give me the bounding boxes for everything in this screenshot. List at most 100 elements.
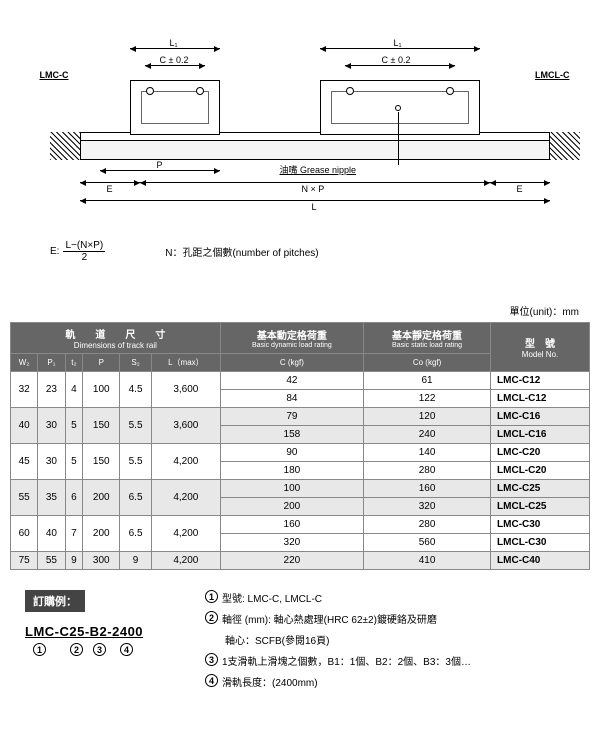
cell-co: 280 (364, 516, 491, 534)
cell-p1: 23 (38, 372, 65, 408)
formula-row: E: L−(N×P) 2 N：孔距之個數(number of pitches) (50, 240, 549, 263)
cell-t2: 5 (65, 444, 83, 480)
cell-c: 42 (220, 372, 363, 390)
cell-co: 61 (364, 372, 491, 390)
cell-c: 220 (220, 552, 363, 570)
cell-p: 100 (83, 372, 120, 408)
dim-e-left (80, 182, 140, 183)
cell-c: 100 (220, 480, 363, 498)
dim-c-left (145, 65, 205, 66)
technical-diagram: 油嘴 Grease nipple LMC-C LMCL-C L₁ C ± 0.2… (20, 10, 580, 210)
cell-lmax: 4,200 (152, 516, 221, 552)
header-dynamic-cn: 基本動定格荷重 (223, 327, 361, 342)
cell-t2: 5 (65, 408, 83, 444)
cell-co: 560 (364, 534, 491, 552)
col-s2: S₂ (120, 354, 152, 372)
cell-co: 320 (364, 498, 491, 516)
dim-e-right (490, 182, 550, 183)
nipple-label: 油嘴 Grease nipple (280, 163, 357, 176)
col-t2: t₂ (65, 354, 83, 372)
header-static-en: Basic static load rating (366, 342, 488, 349)
cell-p: 300 (83, 552, 120, 570)
cell-p1: 55 (38, 552, 65, 570)
cell-p: 150 (83, 444, 120, 480)
circ-4: 4 (120, 643, 133, 656)
cell-lmax: 3,600 (152, 372, 221, 408)
cell-model: LMCL-C30 (491, 534, 590, 552)
circ-2: 2 (70, 643, 83, 656)
formula-e: E: L−(N×P) 2 (50, 240, 105, 263)
table-row: 7555930094,200220410LMC-C40 (11, 552, 590, 570)
cell-t2: 9 (65, 552, 83, 570)
table-row: 322341004.53,6004261LMC-C12 (11, 372, 590, 390)
cell-lmax: 4,200 (152, 444, 221, 480)
header-rail: 軌 道 尺 寸 Dimensions of track rail (11, 323, 221, 354)
cell-p1: 30 (38, 444, 65, 480)
cell-w2: 60 (11, 516, 38, 552)
col-w2: W₂ (11, 354, 38, 372)
circ-3: 3 (93, 643, 106, 656)
cell-p: 200 (83, 516, 120, 552)
table-row: 553562006.54,200100160LMC-C25 (11, 480, 590, 498)
dim-l-label: L (310, 202, 319, 212)
cell-t2: 7 (65, 516, 83, 552)
note-1: 型號: LMC-C, LMCL-C (222, 590, 322, 605)
formula-e-label: E: (50, 246, 59, 257)
cell-c: 84 (220, 390, 363, 408)
table-row: 403051505.53,60079120LMC-C16 (11, 408, 590, 426)
cell-lmax: 4,200 (152, 480, 221, 516)
dim-e-right-label: E (515, 184, 525, 194)
cell-s2: 4.5 (120, 372, 152, 408)
table-row: 604072006.54,200160280LMC-C30 (11, 516, 590, 534)
dim-c-right (345, 65, 455, 66)
cell-p1: 35 (38, 480, 65, 516)
cell-model: LMC-C16 (491, 408, 590, 426)
block-lmc-c (130, 80, 220, 135)
cell-p1: 30 (38, 408, 65, 444)
order-nums: 1 2 3 4 (25, 643, 185, 656)
nipple-leader (398, 112, 399, 165)
cell-p1: 40 (38, 516, 65, 552)
note-2b: 軸心：SCFB(參閱16頁) (225, 632, 329, 647)
note-circ-1: 1 (205, 590, 218, 603)
formula-n-label: N：孔距之個數(number of pitches) (165, 244, 318, 259)
header-dynamic-en: Basic dynamic load rating (223, 342, 361, 349)
dim-l1-right-label: L₁ (392, 38, 404, 48)
cell-w2: 55 (11, 480, 38, 516)
cell-c: 320 (220, 534, 363, 552)
cell-model: LMCL-C16 (491, 426, 590, 444)
note-3: 1支滑軌上滑塊之個數，B1：1個、B2：2個、B3：3個… (222, 653, 471, 668)
formula-denominator: 2 (80, 252, 90, 263)
cell-p: 150 (83, 408, 120, 444)
cell-model: LMCL-C25 (491, 498, 590, 516)
col-c: C (kgf) (220, 354, 363, 372)
header-static: 基本靜定格荷重 Basic static load rating (364, 323, 491, 354)
cell-model: LMCL-C20 (491, 462, 590, 480)
cell-model: LMC-C40 (491, 552, 590, 570)
header-rail-en: Dimensions of track rail (13, 341, 218, 350)
cell-lmax: 4,200 (152, 552, 221, 570)
cell-s2: 5.5 (120, 444, 152, 480)
cell-co: 240 (364, 426, 491, 444)
cell-w2: 40 (11, 408, 38, 444)
cell-co: 280 (364, 462, 491, 480)
callout-lmcl-c: LMCL-C (535, 70, 570, 80)
cell-co: 160 (364, 480, 491, 498)
cell-co: 140 (364, 444, 491, 462)
cell-model: LMC-C12 (491, 372, 590, 390)
note-4: 滑軌長度：(2400mm) (222, 674, 318, 689)
formula-numerator: L−(N×P) (63, 240, 105, 252)
header-model: 型 號 Model No. (491, 323, 590, 372)
header-dynamic: 基本動定格荷重 Basic dynamic load rating (220, 323, 363, 354)
cell-c: 180 (220, 462, 363, 480)
order-section: 訂購例： LMC-C25-B2-2400 1 2 3 4 1型號: LMC-C,… (10, 590, 589, 695)
cell-model: LMC-C20 (491, 444, 590, 462)
col-p: P (83, 354, 120, 372)
dim-c-left-label: C ± 0.2 (158, 55, 191, 65)
table-row: 453051505.54,20090140LMC-C20 (11, 444, 590, 462)
dim-l1-right (320, 48, 480, 49)
dim-c-right-label: C ± 0.2 (380, 55, 413, 65)
header-model-cn: 型 號 (493, 335, 587, 350)
note-circ-3: 3 (205, 653, 218, 666)
dim-e-left-label: E (105, 184, 115, 194)
